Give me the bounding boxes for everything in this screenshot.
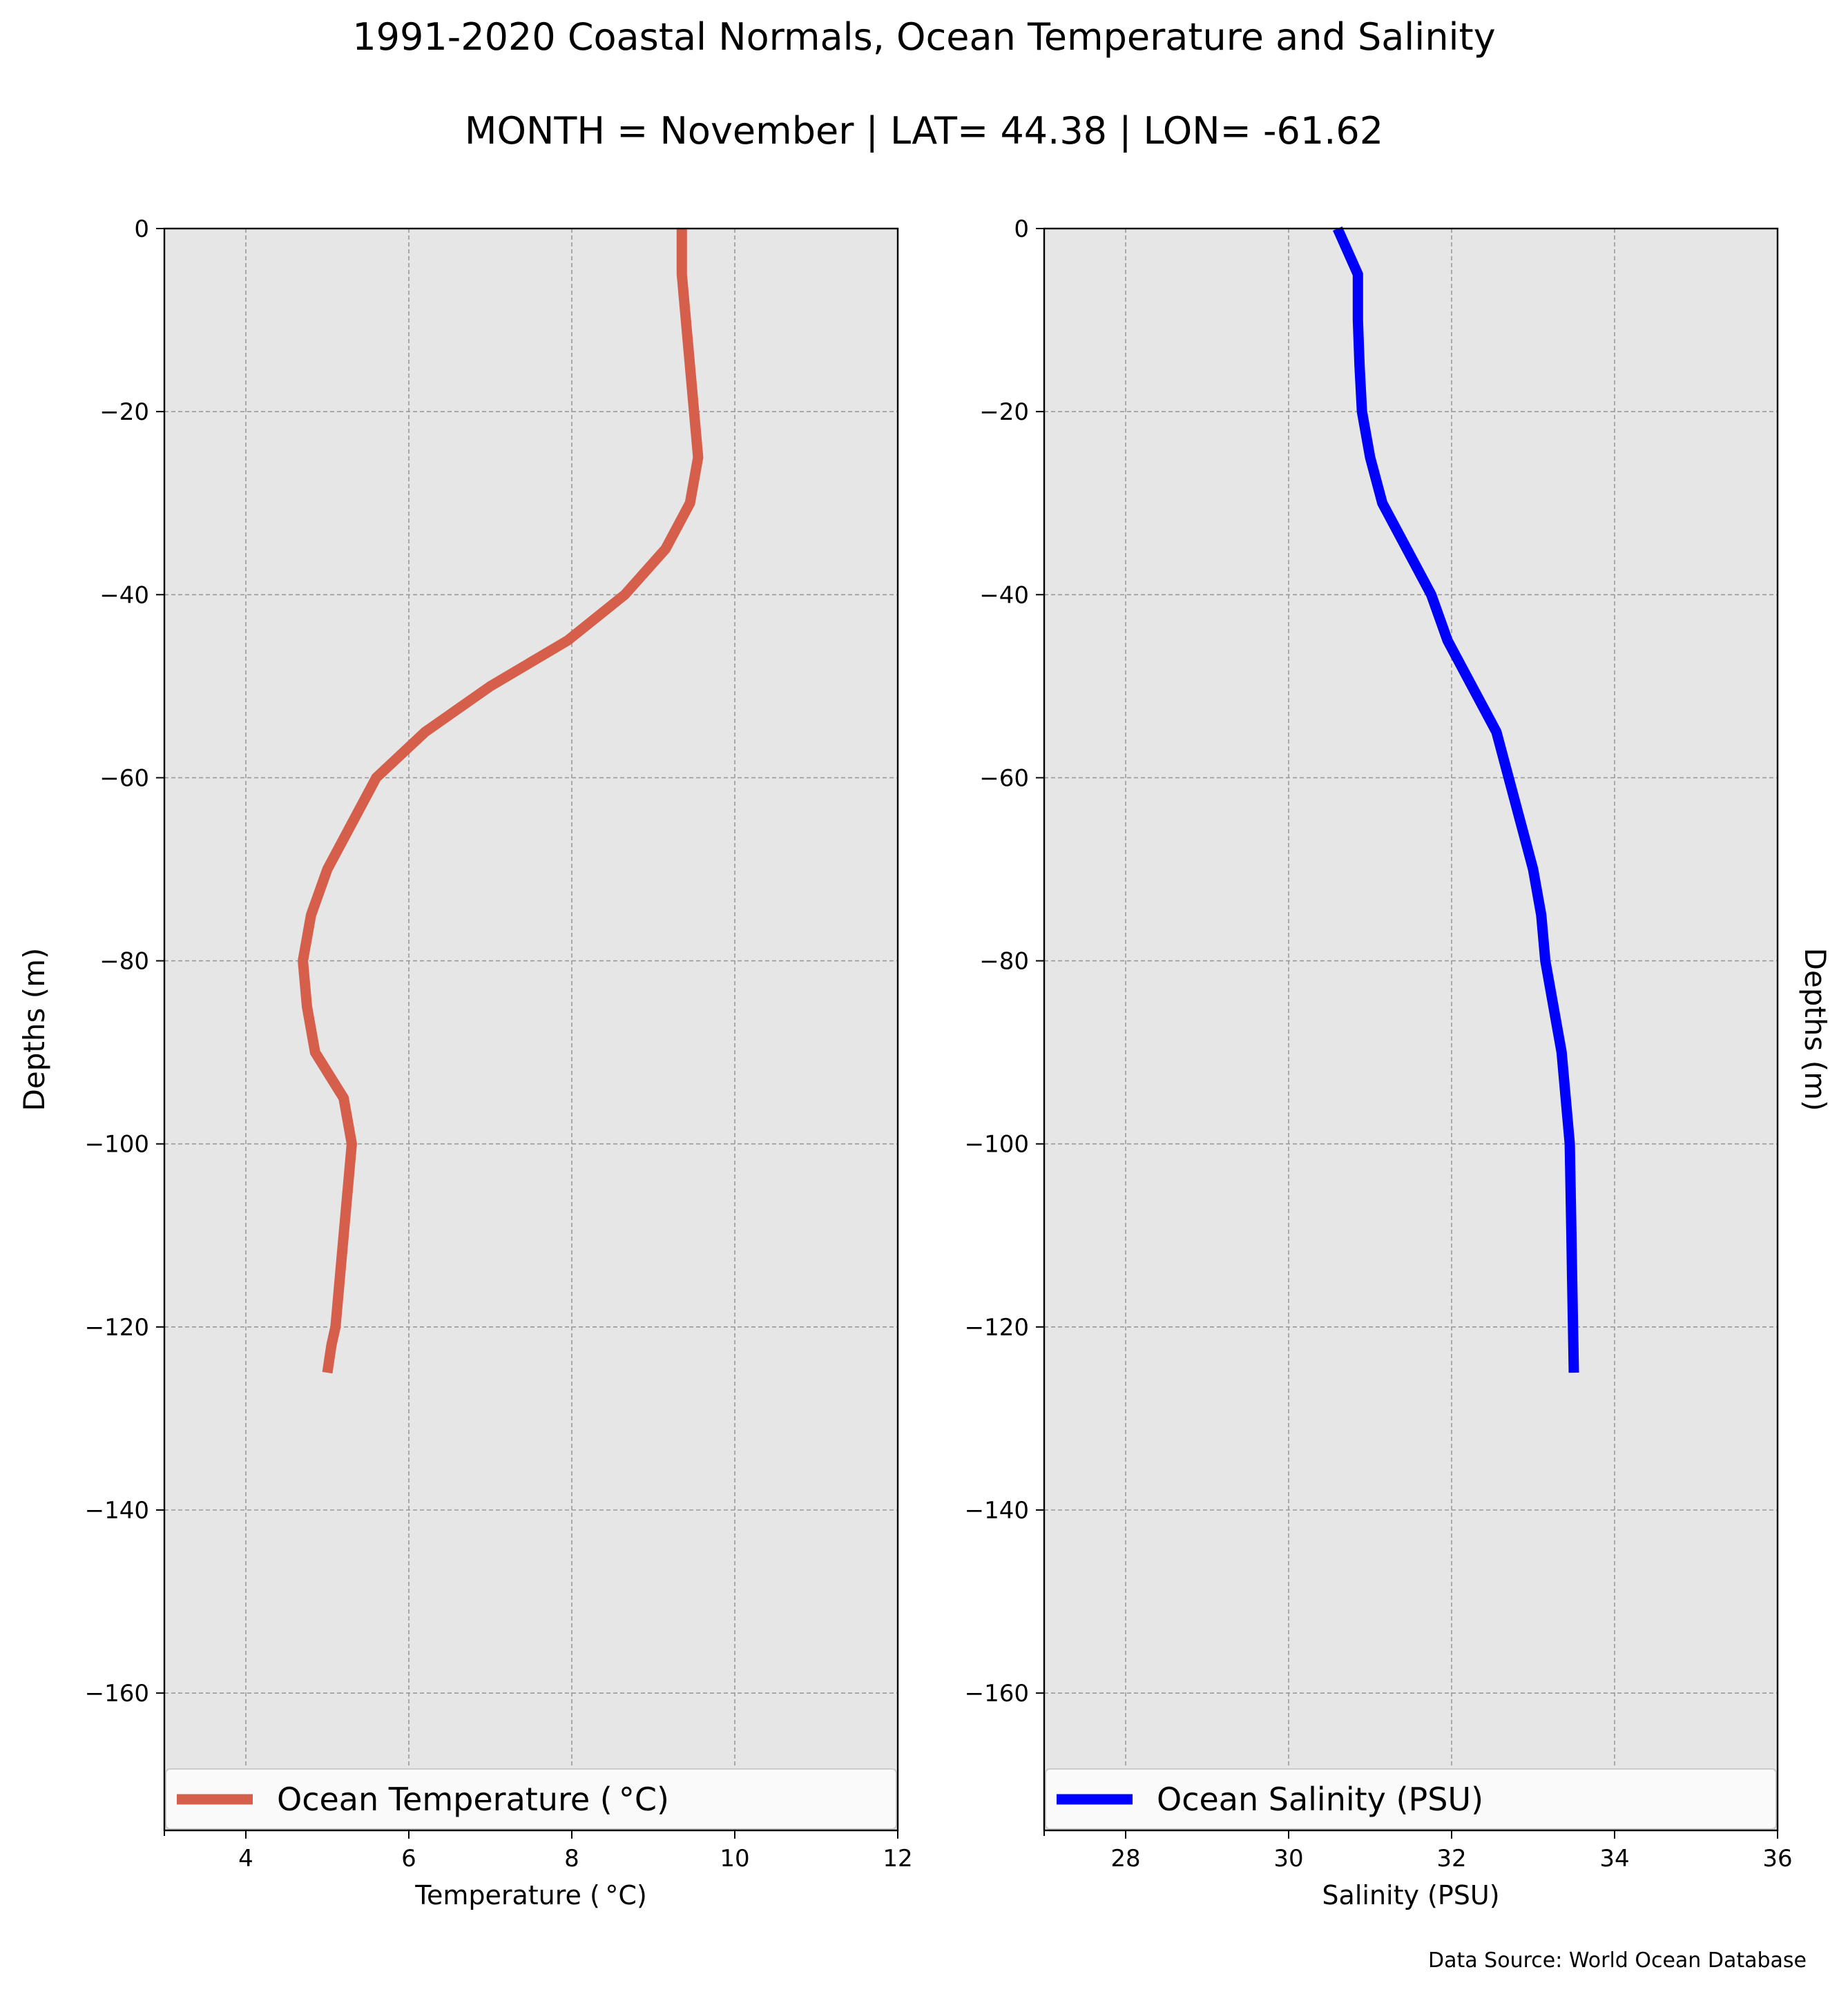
- temperature-x-tick-label: 4: [238, 1845, 253, 1873]
- salinity-y-tick-label: −120: [965, 1314, 1029, 1342]
- salinity-x-tick-label: 32: [1436, 1845, 1466, 1873]
- chart-title: 1991-2020 Coastal Normals, Ocean Tempera…: [352, 15, 1496, 59]
- temperature-y-tick-label: −80: [99, 948, 149, 976]
- salinity-x-tick-label: 36: [1762, 1845, 1792, 1873]
- salinity-axes-frame: [1043, 227, 1779, 1832]
- salinity-legend-label: Ocean Salinity (PSU): [1157, 1781, 1483, 1818]
- temperature-legend: Ocean Temperature ( °C): [165, 1768, 897, 1830]
- salinity-series-line: [1332, 226, 1579, 1373]
- salinity-legend: Ocean Salinity (PSU): [1045, 1768, 1777, 1830]
- temperature-series-line: [298, 229, 704, 1374]
- chart-subtitle: MONTH = November | LAT= 44.38 | LON= -61…: [464, 109, 1384, 153]
- temperature-y-tick-label: −20: [99, 398, 149, 426]
- salinity-y-tick-label: −40: [979, 581, 1029, 609]
- temperature-y-tick-label: −120: [85, 1314, 149, 1342]
- temperature-y-tick-label: −100: [85, 1131, 149, 1159]
- salinity-x-tick-label: 34: [1599, 1845, 1629, 1873]
- temperature-y-tick-label: −140: [85, 1497, 149, 1525]
- salinity-panel: Ocean Salinity (PSU) 28 30 32 34 36 0 −20 −40 −60…: [965, 215, 1832, 1910]
- salinity-y-tick-label: −80: [979, 948, 1029, 976]
- temperature-panel: Ocean Temperature ( °C) 4 6 8 10 12 0 −20 −40 −60…: [17, 215, 913, 1910]
- temperature-x-tick-label: 12: [883, 1845, 912, 1873]
- temperature-y-axis-label: Depths (m): [17, 948, 51, 1112]
- salinity-x-axis-label: Salinity (PSU): [1322, 1880, 1499, 1910]
- temperature-y-tick-label: 0: [134, 215, 149, 243]
- salinity-y-tick-label: −100: [965, 1131, 1029, 1159]
- data-source-note: Data Source: World Ocean Database: [1428, 1948, 1807, 1973]
- salinity-y-tick-label: −20: [979, 398, 1029, 426]
- salinity-x-tick-label: 30: [1273, 1845, 1303, 1873]
- temperature-y-tick-label: −40: [99, 581, 149, 609]
- temperature-y-tick-label: −160: [85, 1680, 149, 1707]
- temperature-axes-frame: [163, 227, 899, 1832]
- salinity-y-tick-label: −60: [979, 764, 1029, 792]
- temperature-x-axis-label: Temperature ( °C): [414, 1880, 647, 1910]
- salinity-legend-box: [1045, 1768, 1777, 1830]
- salinity-y-axis-label: Depths (m): [1798, 948, 1832, 1112]
- salinity-y-tick-label: 0: [1014, 215, 1029, 243]
- salinity-y-tick-label: −160: [965, 1680, 1029, 1707]
- salinity-x-tick-label: 28: [1110, 1845, 1140, 1873]
- temperature-x-tick-label: 6: [401, 1845, 416, 1873]
- temperature-legend-box: [165, 1768, 897, 1830]
- salinity-y-tick-label: −140: [965, 1497, 1029, 1525]
- salinity-plot-area: [1044, 229, 1778, 1830]
- temperature-x-tick-label: 8: [564, 1845, 579, 1873]
- temperature-legend-label: Ocean Temperature ( °C): [277, 1781, 669, 1818]
- temperature-x-tick-label: 10: [720, 1845, 749, 1873]
- temperature-y-tick-label: −60: [99, 764, 149, 792]
- temperature-plot-area: [164, 229, 898, 1830]
